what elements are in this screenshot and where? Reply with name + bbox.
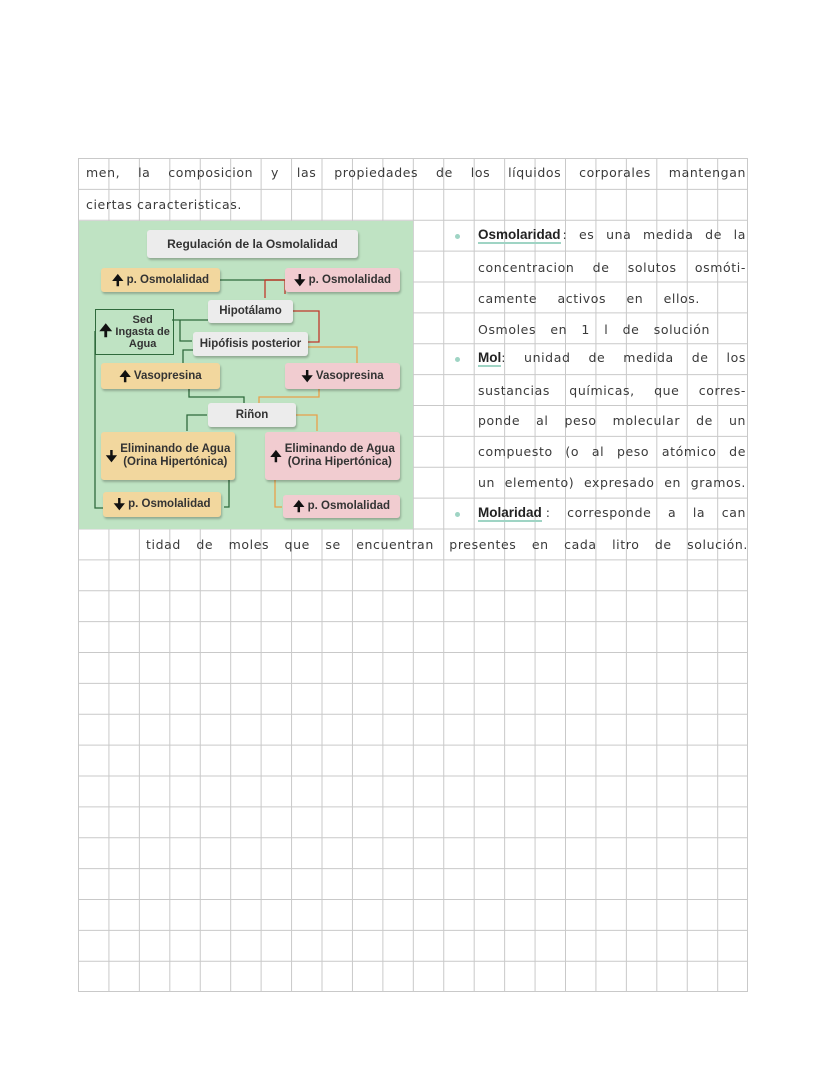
increase-elimination-box: 🠉 Eliminando de Agua (Orina Hipertónica) <box>265 432 400 480</box>
connector <box>307 346 358 363</box>
connector <box>296 414 318 431</box>
connector <box>293 310 320 343</box>
connector <box>186 414 207 431</box>
bullet-icon <box>455 512 460 517</box>
osmolality-diagram: Regulación de la Osmolalidad 🠉 p. Osmolal… <box>79 221 413 529</box>
hipotalamo-box: Hipotálamo <box>208 300 293 323</box>
connector <box>188 389 245 403</box>
decrease-osmolality-result-box: 🠋 p. Osmolalidad <box>103 492 221 517</box>
note-text: compuesto (o al peso atómico de <box>478 444 746 459</box>
up-arrow-icon: 🠉 <box>111 271 124 288</box>
box-label: (Orina Hipertónica) <box>287 456 392 468</box>
note-text: sustancias químicas, que corres- <box>478 383 746 398</box>
decrease-vasopresina-box: 🠋 Vasopresina <box>285 363 400 389</box>
mol-definition: Mol: unidad de medida de los <box>478 350 746 367</box>
note-text: tidad de moles que se encuentran present… <box>146 537 748 552</box>
connector <box>258 389 320 403</box>
increase-vasopresina-box: 🠉 Vasopresina <box>101 363 220 389</box>
up-arrow-icon: 🠉 <box>270 447 282 464</box>
down-arrow-icon: 🠋 <box>293 271 306 288</box>
box-label: p. Osmolalidad <box>128 498 211 510</box>
connector <box>265 279 286 294</box>
connector <box>274 480 282 508</box>
connector <box>94 331 103 509</box>
box-label: Sed <box>132 314 153 326</box>
sed-box: 🠉 Sed Ingasta de Agua <box>95 309 174 355</box>
box-label: Vasopresina <box>315 369 384 382</box>
box-label: p. Osmolalidad <box>126 273 210 286</box>
connector <box>172 319 208 342</box>
box-label: (Orina Hipertónica) <box>123 456 228 468</box>
note-text: : es una medida de la <box>562 227 746 242</box>
term-molaridad: Molaridad <box>478 505 542 522</box>
box-label: Eliminando de Agua <box>284 443 395 455</box>
bullet-icon <box>455 357 460 362</box>
box-label: p. Osmolalidad <box>307 500 391 512</box>
rinon-box: Riñon <box>208 403 296 427</box>
note-text: : corresponde a la can <box>545 505 746 520</box>
note-text: camente activos en ellos. <box>478 291 700 306</box>
down-arrow-icon: 🠋 <box>113 496 126 512</box>
up-arrow-icon: 🠉 <box>99 323 113 340</box>
connector <box>264 279 293 298</box>
up-arrow-icon: 🠉 <box>119 367 131 384</box>
note-line-2: ciertas caracteristicas. <box>86 197 242 212</box>
connector <box>224 480 230 508</box>
term-mol: Mol <box>478 350 502 367</box>
increase-osmolality-box: 🠉 p. Osmolalidad <box>101 268 220 292</box>
note-line-1: men, la composicion y las propiedades de… <box>86 165 746 180</box>
note-text: ponde al peso molecular de un <box>478 413 746 428</box>
note-text: Osmoles en 1 l de solución <box>478 322 710 337</box>
note-text: : unidad de medida de los <box>501 350 746 365</box>
up-arrow-icon: 🠉 <box>292 498 305 514</box>
box-label: Eliminando de Agua <box>120 443 231 455</box>
decrease-elimination-box: 🠋 Eliminando de Agua (Orina Hipertónica) <box>101 432 235 480</box>
diagram-title: Regulación de la Osmolalidad <box>147 230 358 258</box>
box-label: p. Osmolalidad <box>308 273 392 286</box>
bullet-icon <box>455 234 460 239</box>
down-arrow-icon: 🠋 <box>105 447 118 464</box>
osmolaridad-definition: Osmolaridad: es una medida de la <box>478 227 746 244</box>
molaridad-definition: Molaridad: corresponde a la can <box>478 505 746 522</box>
box-label: Ingasta de <box>115 326 170 338</box>
box-label: Agua <box>128 338 157 350</box>
down-arrow-icon: 🠋 <box>301 367 313 384</box>
decrease-osmolality-box: 🠋 p. Osmolalidad <box>285 268 400 292</box>
increase-osmolality-result-box: 🠉 p. Osmolalidad <box>283 495 400 518</box>
term-osmolaridad: Osmolaridad <box>478 227 561 244</box>
note-text: concentracion de solutos osmóti- <box>478 260 746 275</box>
note-text: un elemento) expresado en gramos. <box>478 475 746 490</box>
box-label: Vasopresina <box>133 369 202 382</box>
hipofisis-box: Hipófisis posterior <box>193 332 308 356</box>
